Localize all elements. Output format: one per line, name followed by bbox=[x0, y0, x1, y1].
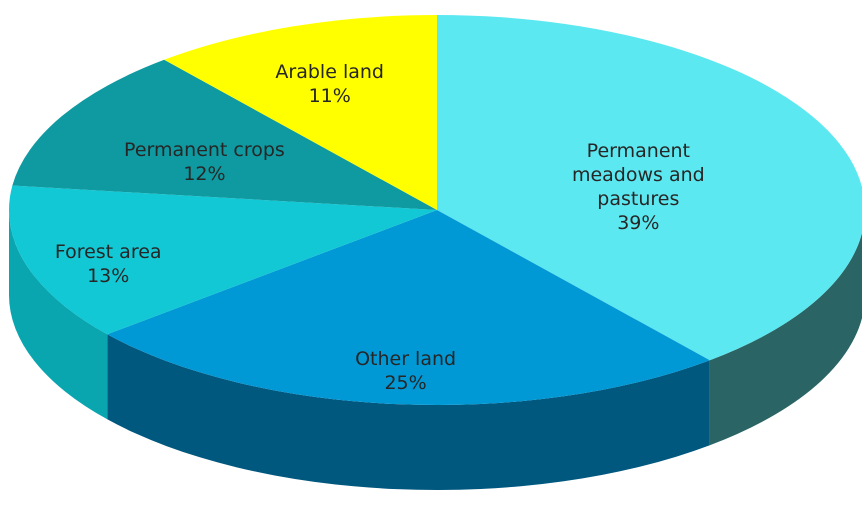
category-label: Other land bbox=[355, 348, 457, 371]
value-label: 11% bbox=[308, 85, 351, 108]
label-group: Permanent meadows and pastures 39% bbox=[553, 137, 723, 237]
slice-side bbox=[107, 334, 710, 490]
value-label: 13% bbox=[87, 264, 130, 287]
label-group: Forest area 13% bbox=[0, 214, 218, 314]
slice-side bbox=[9, 210, 108, 420]
value-label: 25% bbox=[384, 372, 427, 395]
slice bbox=[107, 210, 710, 405]
label-group: Arable land 11% bbox=[220, 34, 440, 134]
category-label: Arable land bbox=[275, 61, 384, 84]
category-label: Permanent crops bbox=[124, 138, 285, 161]
slice bbox=[164, 14, 437, 210]
slice bbox=[9, 185, 438, 335]
slice bbox=[12, 59, 437, 211]
category-label: Forest area bbox=[54, 240, 162, 263]
category-label: Permanent meadows and pastures bbox=[571, 139, 705, 210]
slice bbox=[437, 15, 862, 361]
value-label: 12% bbox=[183, 162, 226, 185]
value-label: 39% bbox=[617, 211, 660, 234]
label-group: Permanent crops 12% bbox=[94, 112, 314, 212]
slice-side bbox=[709, 232, 862, 446]
label-group: Other land 25% bbox=[296, 321, 516, 421]
